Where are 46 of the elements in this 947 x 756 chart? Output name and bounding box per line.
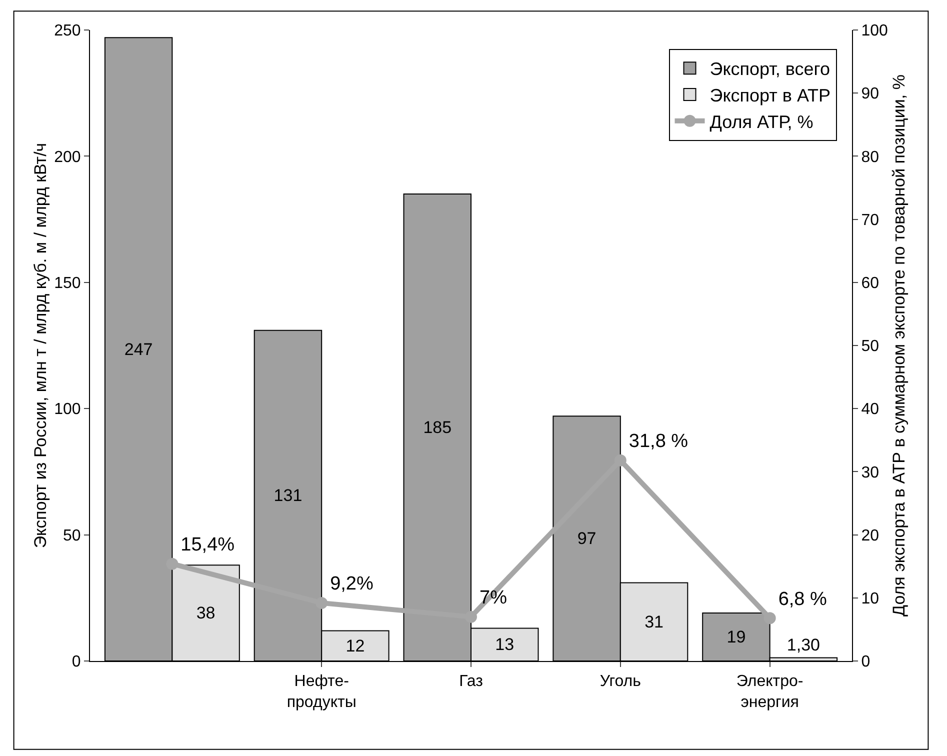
data-label: 185 (423, 418, 452, 438)
data-label: 38 (196, 604, 216, 623)
y-tick-label: 200 (54, 148, 81, 166)
data-label: 31 (644, 612, 664, 632)
y2-tick-label: 30 (861, 464, 880, 482)
y2-tick-label: 100 (861, 22, 888, 40)
data-label: 19 (726, 628, 746, 647)
legend-label: Доля АТР, % (710, 112, 814, 132)
y2-axis-title: Доля экспорта в АТР в суммарном экспорте по товарной позиции, % (890, 74, 908, 616)
point (465, 610, 477, 623)
data-label: 9,2% (330, 574, 374, 595)
y2-tick-label: 80 (861, 148, 880, 166)
x-tick-label: Газ (459, 673, 483, 690)
y-tick-label: 250 (54, 22, 81, 40)
y2-tick-label: 20 (861, 527, 880, 544)
data-label: 6,8 % (778, 588, 828, 610)
y2-tick-label: 90 (861, 86, 880, 103)
point (316, 596, 328, 609)
x-tick-label: Электро- энергия (736, 673, 804, 711)
point (166, 558, 178, 570)
legend-label: Экспорт, всего (710, 59, 830, 80)
data-label: 247 (124, 340, 153, 359)
data-label: 1,30 (786, 636, 820, 655)
y-tick-label: 150 (54, 275, 81, 292)
data-label: 131 (274, 486, 302, 506)
x-tick-label: Уголь (600, 673, 641, 690)
y2-tick-label: 50 (861, 338, 880, 356)
y-tick-label: 0 (72, 654, 81, 671)
y-tick-label: 50 (63, 527, 81, 544)
y-tick-label: 100 (54, 401, 81, 418)
point (614, 454, 626, 466)
point (764, 612, 776, 624)
data-label: 97 (577, 529, 596, 548)
y-axis-title: Экспорт из России, млн т / млрд куб. м / млрд кВт/ч (31, 142, 50, 548)
data-label: 31,8 % (628, 431, 688, 452)
y2-tick-label: 70 (861, 212, 880, 229)
y2-tick-label: 10 (861, 590, 880, 608)
data-label: 12 (346, 636, 365, 656)
data-label: 7% (480, 588, 508, 609)
data-label: 13 (495, 635, 514, 654)
y2-tick-label: 0 (861, 654, 870, 671)
x-tick-label: Нефте- продукты (286, 673, 356, 711)
legend-label: Экспорт в АТР (710, 86, 831, 106)
data-label: 15,4% (180, 534, 235, 556)
y2-tick-label: 60 (861, 275, 880, 292)
y2-tick-label: 40 (861, 401, 880, 418)
